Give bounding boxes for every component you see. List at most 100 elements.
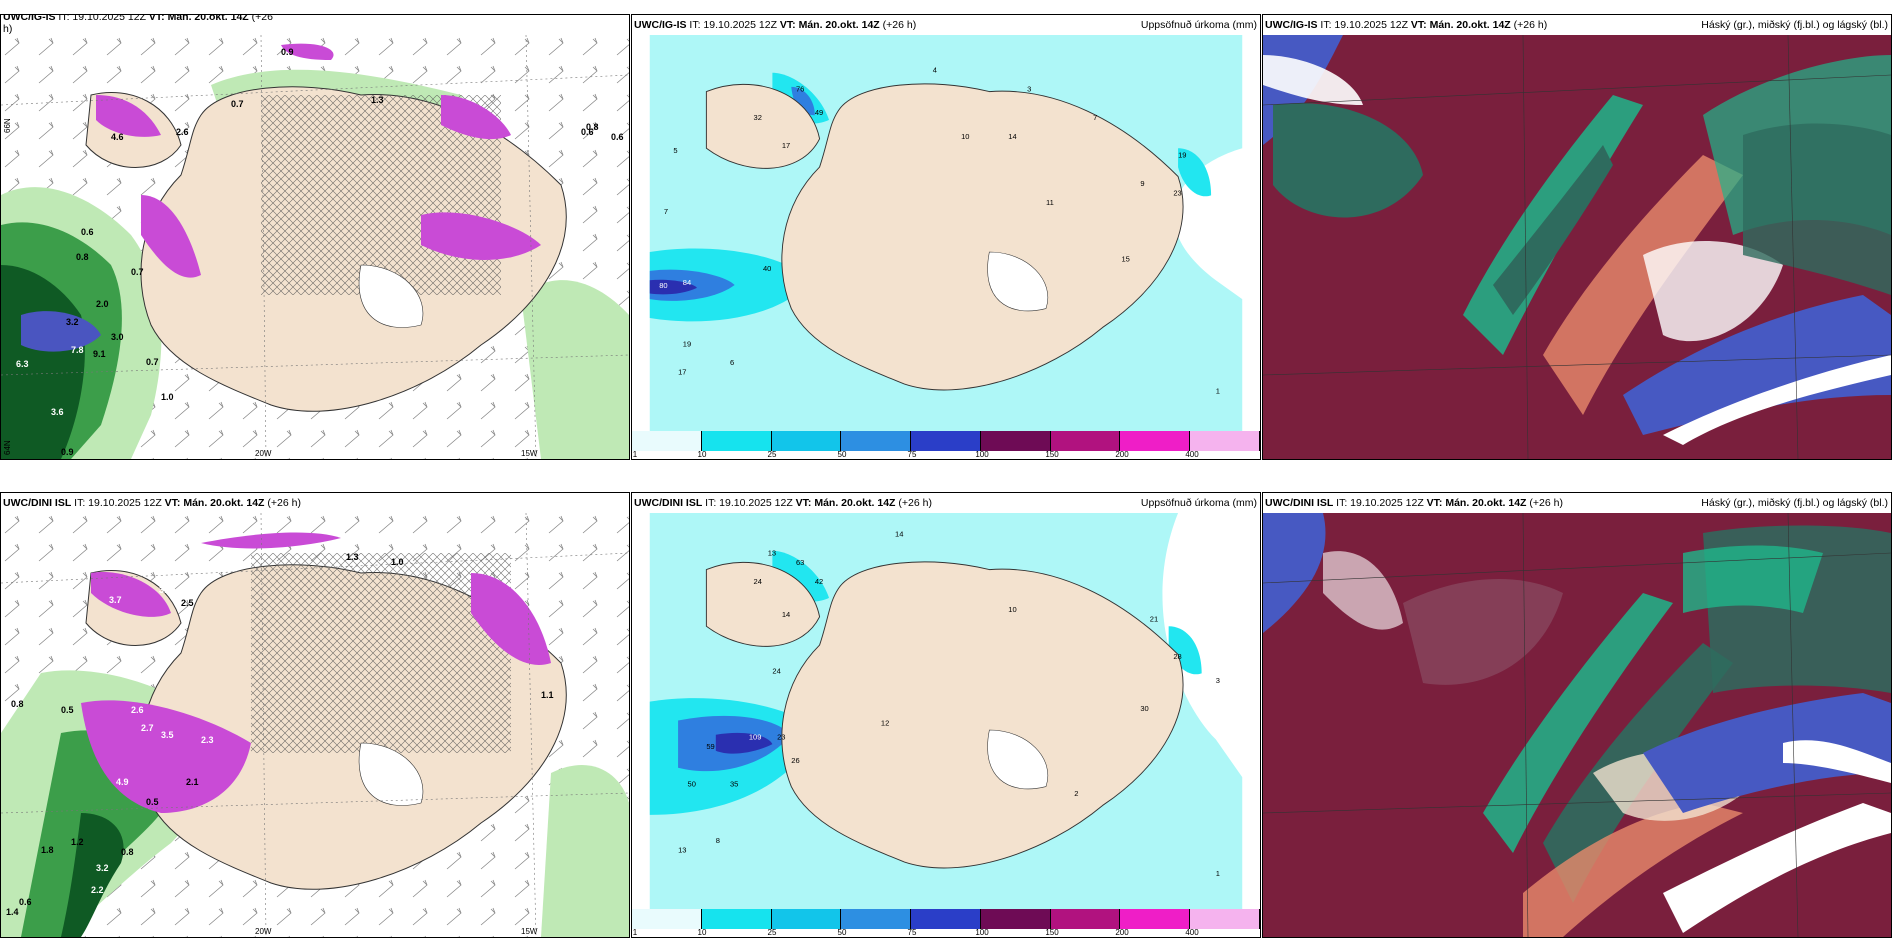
panel-title: UWC/DINI ISL IT: 19.10.2025 12Z VT: Mán.… (3, 497, 301, 509)
value-label: 1 (1216, 869, 1220, 878)
wind-snow-panel-top: UWC/IG-IS IT: 19.10.2025 12Z VT: Mán. 20… (0, 14, 630, 460)
value-label: 3 (1027, 85, 1031, 94)
colorbar-tick: 50 (837, 928, 847, 937)
precipitation-panel-bottom: UWC/DINI ISL IT: 19.10.2025 12Z VT: Mán.… (631, 492, 1261, 938)
value-label: 80 (659, 281, 667, 290)
colorbar-seg (632, 909, 702, 929)
colorbar-tick: 25 (767, 450, 777, 459)
colorbar-tick: 150 (1045, 928, 1059, 937)
value-label: 30 (1140, 704, 1148, 713)
value-label: 76 (796, 85, 804, 94)
value-label: 0.5 (146, 797, 159, 807)
colorbar-seg (980, 909, 1051, 929)
value-label: 1.0 (391, 557, 404, 567)
value-label: 49 (815, 108, 823, 117)
colorbar-tick: 150 (1045, 450, 1059, 459)
colorbar-seg (1190, 431, 1260, 451)
value-label: 14 (782, 610, 790, 619)
value-label: 0.8 (76, 252, 89, 262)
precipitation-map: 14 13 63 42 24 14 12 24 23 109 59 50 35 … (649, 513, 1243, 913)
colorbar-seg (771, 431, 842, 451)
colorbar (632, 431, 1260, 451)
value-label: 1.4 (6, 907, 19, 917)
colorbar-tick: 25 (767, 928, 777, 937)
value-label: 1.3 (371, 95, 384, 105)
panel-variable-label: Háský (gr.), miðský (fj.bl.) og lágský (… (1701, 19, 1888, 31)
value-label: 23 (777, 732, 785, 741)
value-label: 0.9 (61, 447, 74, 457)
value-label: 2.7 (141, 723, 154, 733)
wind-snow-map: 0.9 0.7 0.6 1.3 4.6 2.6 0.6 0.8 0.7 3.2 … (1, 35, 629, 459)
value-label: 1.8 (41, 845, 54, 855)
value-label: 1 (1216, 386, 1220, 395)
value-label: 17 (678, 368, 686, 377)
value-label: 1.2 (71, 837, 84, 847)
value-label: 11 (1046, 198, 1054, 207)
value-label: 0.8 (121, 847, 134, 857)
value-label: 21 (1150, 614, 1158, 623)
value-label: 2.6 (176, 127, 189, 137)
value-label: 3.5 (161, 730, 174, 740)
value-label: 0.9 (281, 47, 294, 57)
colorbar-seg (771, 909, 842, 929)
value-label: 2.3 (201, 735, 214, 745)
cloud-cover-map (1263, 513, 1891, 937)
value-label: 28 (1173, 652, 1181, 661)
precipitation-map: 76 49 32 17 40 84 80 19 17 6 5 7 4 3 10 … (649, 35, 1243, 435)
value-label: 13 (768, 548, 776, 557)
colorbar-seg (1050, 909, 1121, 929)
colorbar-seg (701, 431, 772, 451)
wind-snow-map: 1.3 1.0 3.7 3.0 2.5 0.8 0.5 2.6 3.5 2.7 … (1, 513, 629, 937)
value-label: 1.1 (541, 690, 554, 700)
value-label: 7 (664, 207, 668, 216)
colorbar-tick: 75 (907, 928, 917, 937)
colorbar-seg (701, 909, 772, 929)
value-label: 6 (730, 358, 734, 367)
value-label: 1.0 (161, 392, 174, 402)
value-label: 8 (716, 836, 720, 845)
cloud-cover-panel-top: UWC/IG-IS IT: 19.10.2025 12Z VT: Mán. 20… (1262, 14, 1892, 460)
lat-label: 66N (3, 118, 12, 133)
colorbar-tick: 200 (1115, 450, 1129, 459)
value-label: 2.6 (131, 705, 144, 715)
colorbar-tick: 50 (837, 450, 847, 459)
value-label: 19 (1178, 151, 1186, 160)
value-label: 0.7 (146, 357, 159, 367)
value-label: 10 (961, 132, 969, 141)
value-label: 7.8 (71, 345, 84, 355)
value-label: 6.3 (16, 359, 29, 369)
value-label: 2 (1074, 789, 1078, 798)
value-label: 1.3 (346, 552, 359, 562)
value-label: 14 (895, 530, 903, 539)
cloud-cover-map (1263, 35, 1891, 459)
value-label: 26 (791, 756, 799, 765)
colorbar-seg (1190, 909, 1260, 929)
value-label: 12 (881, 718, 889, 727)
value-label: 3.2 (96, 863, 109, 873)
colorbar-tick: 200 (1115, 928, 1129, 937)
value-label: 0.7 (231, 99, 244, 109)
value-label: 0.8 (586, 122, 599, 132)
value-label: 3.7 (109, 595, 122, 605)
colorbar-ticks: 1 10 25 50 75 100 150 200 400 (632, 928, 1260, 937)
colorbar-tick: 10 (697, 450, 707, 459)
value-label: 2.5 (181, 598, 194, 608)
colorbar-seg (841, 431, 912, 451)
value-label: 4.6 (111, 132, 124, 142)
value-label: 40 (763, 264, 771, 273)
value-label: 0.7 (131, 267, 144, 277)
value-label: 19 (683, 339, 691, 348)
cloud-cover-panel-bottom: UWC/DINI ISL IT: 19.10.2025 12Z VT: Mán.… (1262, 492, 1892, 938)
panel-title: UWC/IG-IS IT: 19.10.2025 12Z VT: Mán. 20… (3, 14, 273, 35)
value-label: 32 (754, 113, 762, 122)
panel-variable-label: Uppsöfnuð úrkoma (mm) (1140, 497, 1257, 509)
value-label: 9.1 (93, 349, 106, 359)
value-label: 5 (673, 146, 677, 155)
colorbar-seg (632, 431, 702, 451)
colorbar-seg (1120, 909, 1191, 929)
value-label: 3 (1216, 676, 1220, 685)
value-label: 24 (754, 577, 762, 586)
panel-title: UWC/IG-IS IT: 19.10.2025 12Z VT: Mán. 20… (634, 19, 917, 31)
value-label: 17 (782, 141, 790, 150)
lat-label: 64N (3, 440, 12, 455)
